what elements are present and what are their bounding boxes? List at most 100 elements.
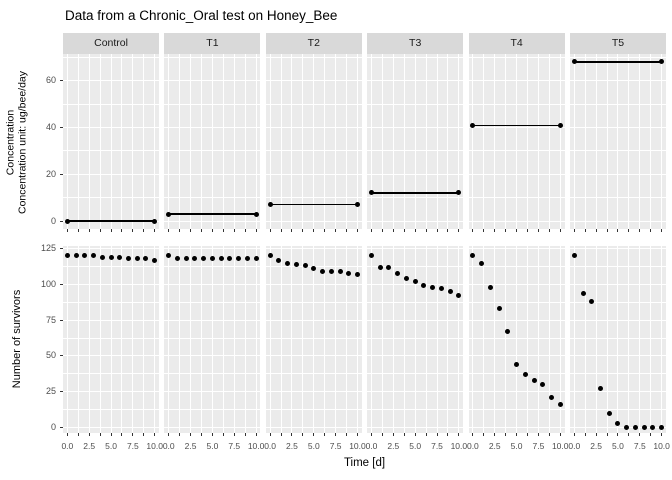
x-tick-mark [606,433,608,436]
gridline-horizontal [569,426,666,428]
x-tick-mark [584,433,586,436]
y-tick-mark [59,355,63,357]
facet-strip [367,33,464,54]
data-point [430,284,436,290]
gridline-horizontal [569,373,666,375]
x-tick-label: 10.0 [349,441,366,451]
gridline-vertical [269,246,271,433]
data-point [201,256,207,262]
x-tick-mark [617,433,619,436]
gridline-horizontal [265,173,362,175]
gridline-vertical [313,246,315,433]
data-point [302,263,308,269]
gridline-vertical [99,54,101,229]
x-tick-mark [269,433,271,436]
y-tick-label: 0 [50,215,56,226]
data-point [253,256,259,262]
gridline-horizontal [367,173,464,175]
x-tick-mark [346,433,348,436]
gridline-vertical [356,246,358,433]
data-point [99,254,105,260]
gridline-vertical [472,54,474,229]
x-tick-label: 5.0 [612,441,624,451]
gridline-vertical [77,246,79,433]
gridline-vertical [211,54,213,229]
data-point [540,381,546,387]
panel-t3-survivors [367,246,464,433]
gridline-horizontal [367,391,464,393]
data-point [267,253,273,259]
x-tick-mark [244,229,246,232]
x-tick-mark [516,433,518,436]
gridline-horizontal [164,426,261,428]
x-tick-label: 2.5 [387,441,400,451]
x-tick-mark [559,229,561,232]
gridline-vertical [88,246,90,433]
gridline-horizontal [468,248,565,250]
x-tick-label: 5.0 [307,441,320,451]
gridline-vertical [650,246,652,433]
x-tick-mark [661,433,663,436]
gridline-vertical [143,54,145,229]
gridline-horizontal [63,197,160,199]
data-point [557,122,563,128]
gridline-horizontal [265,126,362,128]
data-point [456,293,462,299]
gridline-vertical [190,54,192,229]
x-tick-mark [628,229,630,232]
facet-label: T1 [206,37,219,49]
gridline-vertical [447,54,449,229]
data-point [64,218,70,224]
x-tick-label: 2.5 [590,441,603,451]
x-tick-mark [414,229,416,232]
x-tick-mark [168,229,170,232]
data-point [487,284,493,290]
data-point [571,59,577,65]
x-tick-mark [606,229,608,232]
gridline-vertical [661,246,663,433]
x-tick-mark [392,229,394,232]
x-tick-mark [414,433,416,436]
x-tick-mark [381,229,383,232]
x-tick-mark [179,433,181,436]
data-point [73,253,79,259]
x-tick-mark [472,433,474,436]
data-point [386,264,392,270]
gridline-horizontal [63,337,160,339]
gridline-horizontal [164,248,261,250]
data-point [354,272,360,278]
gridline-vertical [472,246,474,433]
data-point [597,386,603,392]
x-tick-mark [403,433,405,436]
data-point [285,260,291,266]
data-point [337,269,343,275]
gridline-vertical [548,54,550,229]
gridline-vertical [414,246,416,433]
data-point [615,420,621,426]
x-tick-mark [356,229,358,232]
x-tick-label: 5.0 [510,441,523,451]
x-tick-mark [356,433,358,436]
gridline-horizontal [367,56,464,58]
gridline-horizontal [468,391,565,393]
data-point [143,256,149,262]
data-point [403,276,409,282]
gridline-horizontal [468,373,565,375]
gridline-horizontal [265,80,362,82]
x-tick-label: 10.0 [247,441,265,451]
gridline-horizontal [164,408,261,410]
x-tick-mark [269,229,271,232]
data-point [606,410,612,416]
data-point [395,270,401,276]
series-line [472,124,561,126]
gridline-vertical [324,54,326,229]
facet-strip [63,33,160,54]
gridline-vertical [573,246,575,433]
x-tick-mark [371,433,373,436]
gridline-horizontal [468,408,565,410]
gridline-vertical [526,54,528,229]
gridline-vertical [505,54,507,229]
x-tick-mark [494,229,496,232]
x-tick-mark [573,433,575,436]
gridline-horizontal [367,301,464,303]
